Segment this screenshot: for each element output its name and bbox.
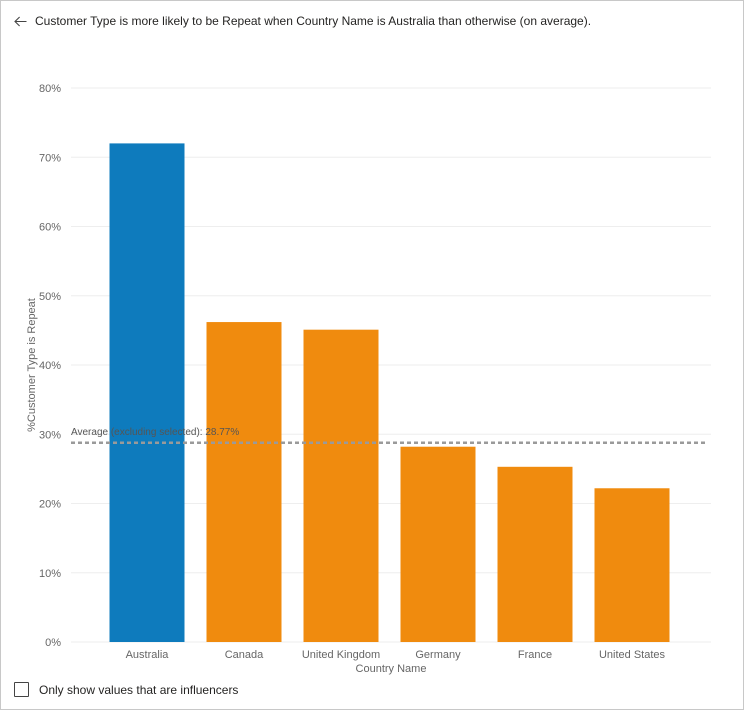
bar-australia[interactable]	[109, 143, 185, 642]
bar-united-kingdom[interactable]	[303, 329, 379, 642]
visual-header: Customer Type is more likely to be Repea…	[13, 14, 591, 28]
x-axis-ticks: Australia Canada United Kingdom Germany Fran…	[126, 649, 666, 661]
y-axis-ticks: 0% 10% 20% 30% 40% 50% 60% 70% 80%	[39, 83, 61, 649]
influencer-filter: Only show values that are influencers	[14, 682, 238, 697]
influencers-only-label: Only show values that are influencers	[39, 682, 239, 697]
bars	[109, 143, 670, 642]
bar-germany[interactable]	[400, 446, 476, 642]
x-tick-label: Germany	[415, 649, 461, 661]
y-tick-label: 20%	[39, 499, 61, 511]
y-tick-label: 30%	[39, 429, 61, 441]
y-tick-label: 0%	[45, 637, 61, 649]
bar-canada[interactable]	[206, 322, 282, 642]
x-tick-label: United States	[599, 649, 666, 661]
y-tick-label: 60%	[39, 222, 61, 234]
x-tick-label: France	[518, 649, 552, 661]
x-axis-title: Country Name	[356, 663, 427, 675]
influencer-title: Customer Type is more likely to be Repea…	[35, 14, 592, 28]
bar-france[interactable]	[497, 466, 573, 642]
arrow-left-icon[interactable]	[13, 14, 27, 28]
average-reference-label: Average (excluding selected): 28.77%	[71, 427, 239, 438]
y-tick-label: 50%	[39, 291, 61, 303]
x-tick-label: Canada	[225, 649, 264, 661]
x-tick-label: United Kingdom	[302, 649, 380, 661]
average-line-group: Average (excluding selected): 28.77%	[71, 427, 707, 445]
y-axis-title: %Customer Type is Repeat	[26, 298, 38, 432]
y-tick-label: 80%	[39, 83, 61, 95]
influencers-only-checkbox[interactable]	[14, 682, 29, 697]
y-tick-label: 70%	[39, 152, 61, 164]
y-tick-label: 40%	[39, 360, 61, 372]
bar-united-states[interactable]	[594, 488, 670, 642]
y-tick-label: 10%	[39, 568, 61, 580]
x-tick-label: Australia	[126, 649, 170, 661]
